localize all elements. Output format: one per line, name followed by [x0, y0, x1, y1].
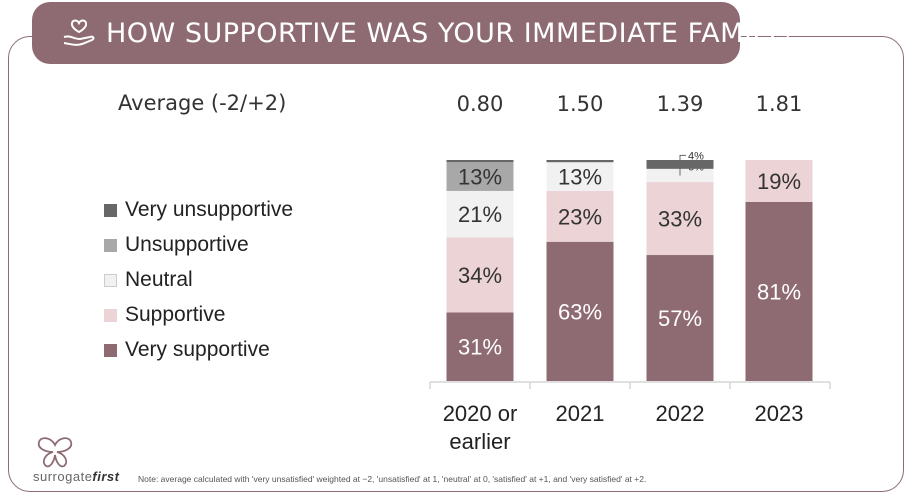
brand-light: surrogate	[33, 469, 93, 484]
x-tick-label: 2023	[755, 401, 804, 426]
data-label: 13%	[558, 165, 602, 190]
bar-segment-very_supportive	[646, 255, 714, 381]
legend-label: Very unsupportive	[125, 198, 294, 221]
legend-swatch	[104, 238, 117, 252]
legend-swatch	[104, 308, 117, 322]
legend-swatch	[104, 273, 117, 287]
bar-segment-supportive	[646, 182, 714, 256]
average-value: 1.39	[657, 92, 704, 116]
data-label: 13%	[458, 165, 502, 190]
footnote: Note: average calculated with 'very unsa…	[138, 474, 647, 484]
data-label: 63%	[558, 299, 602, 324]
data-label: 23%	[558, 204, 602, 229]
x-tick-label: 2021	[556, 401, 605, 426]
bar-segment-supportive	[546, 190, 614, 242]
legend-label: Very supportive	[125, 338, 270, 361]
data-label: 34%	[458, 263, 502, 288]
average-value: 1.50	[557, 92, 604, 116]
legend-item-very-supportive: Very supportive	[104, 338, 270, 362]
legend-item-very-unsupportive: Very unsupportive	[104, 198, 293, 222]
chart-title: HOW SUPPORTIVE WAS YOUR IMMEDIATE FAMILY…	[106, 18, 797, 49]
legend-item-unsupportive: Unsupportive	[104, 233, 249, 257]
average-value: 1.81	[756, 92, 803, 116]
hand-heart-icon	[63, 19, 95, 46]
legend-label: Neutral	[125, 268, 193, 291]
bar-segment-very_unsupportive	[546, 160, 614, 163]
legend-label: Supportive	[125, 303, 226, 326]
average-value: 0.80	[457, 92, 504, 116]
brand-name: surrogatefirst	[33, 469, 119, 484]
bar-segment-neutral	[446, 190, 514, 238]
bar-segment-very_supportive	[546, 241, 614, 381]
callout-line	[679, 154, 686, 165]
legend-item-supportive: Supportive	[104, 303, 225, 327]
legend-item-neutral: Neutral	[104, 268, 193, 292]
data-label-callout: 4%	[688, 150, 704, 162]
butterfly-logo-icon	[37, 437, 73, 468]
data-label: 31%	[458, 335, 502, 360]
legend-swatch	[104, 203, 117, 217]
x-tick-label: earlier	[449, 429, 510, 454]
data-label: 21%	[458, 202, 502, 227]
data-label: 57%	[658, 306, 702, 331]
bar-segment-neutral	[546, 162, 614, 191]
x-tick-label: 2020 or	[443, 401, 518, 426]
brand-bold: first	[92, 469, 120, 484]
x-tick-label: 2022	[656, 401, 705, 426]
bar-segment-very_supportive	[446, 312, 514, 381]
data-label: 33%	[658, 207, 702, 232]
bar-segment-supportive	[446, 237, 514, 313]
bar-segment-very_unsupportive	[446, 160, 514, 163]
title-banner: HOW SUPPORTIVE WAS YOUR IMMEDIATE FAMILY…	[32, 2, 796, 64]
bar-segment-supportive	[745, 160, 813, 202]
bar-segment-unsupportive	[446, 162, 514, 191]
bar-segment-very_supportive	[745, 201, 813, 381]
data-label: 19%	[757, 169, 801, 194]
average-label: Average (-2/+2)	[118, 91, 287, 115]
legend-label: Unsupportive	[125, 233, 249, 256]
data-label: 81%	[757, 279, 801, 304]
legend-swatch	[104, 343, 117, 357]
